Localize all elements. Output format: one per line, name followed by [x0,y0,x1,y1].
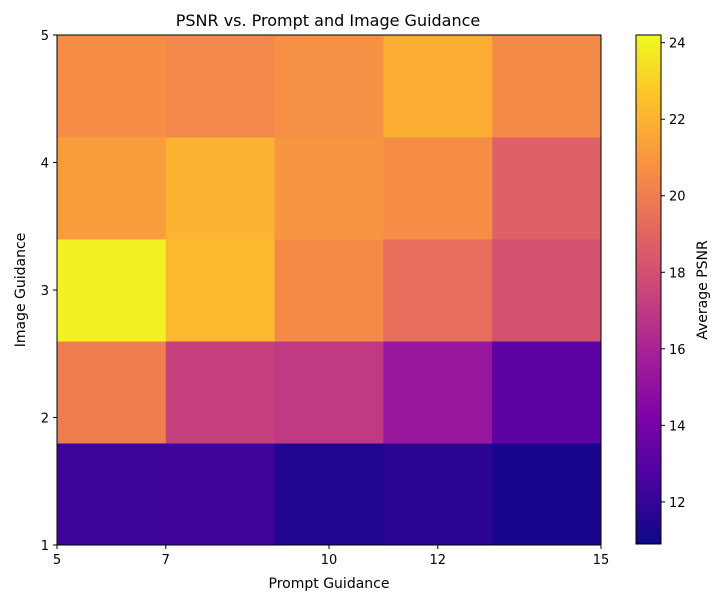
x-axis-label: Prompt Guidance [269,576,390,592]
x-tick-label: 5 [53,553,61,568]
x-tick-label: 10 [321,553,338,568]
heatmap-cell [383,341,493,444]
heatmap-cell [383,35,493,138]
heatmap-cells [57,35,602,546]
heatmap-cell [274,341,384,444]
heatmap-cell [274,35,384,138]
heatmap-cell [165,341,276,444]
x-tick-label: 12 [430,553,447,568]
chart-title: PSNR vs. Prompt and Image Guidance [176,11,481,30]
heatmap-cell [492,443,602,546]
x-tick-label: 15 [593,553,610,568]
colorbar-tick-label: 22 [669,113,686,128]
heatmap-cell [383,239,493,342]
heatmap-cell [165,443,276,546]
colorbar-tick-label: 16 [669,343,686,358]
colorbar-tick-label: 12 [669,496,686,511]
heatmap-cell [274,443,384,546]
heatmap-cell [383,137,493,240]
y-tick-label: 3 [41,284,49,299]
colorbar-ticks: 12 14 16 18 20 22 24 [661,37,686,511]
colorbar-tick-label: 18 [669,266,686,281]
heatmap-cell [57,443,167,546]
heatmap-cell [492,239,602,342]
y-axis-ticks: 1 2 3 4 5 [41,29,57,554]
colorbar-label: Average PSNR [695,240,711,340]
colorbar [635,34,662,545]
heatmap-cell [492,341,602,444]
y-tick-label: 1 [41,539,49,554]
y-tick-label: 5 [41,29,49,44]
y-tick-label: 4 [41,157,49,172]
y-tick-label: 2 [41,412,49,427]
heatmap-cell [492,137,602,240]
colorbar-tick-label: 20 [669,190,686,205]
heatmap-cell [165,35,276,138]
heatmap-cell [57,35,167,138]
x-tick-label: 7 [162,553,170,568]
x-axis-ticks: 5 7 10 12 15 [53,545,609,568]
heatmap-cell [383,443,493,546]
heatmap-cell [165,239,276,342]
heatmap-cell [57,137,167,240]
colorbar-tick-label: 24 [669,37,686,52]
heatmap-cell [165,137,276,240]
colorbar-tick-label: 14 [669,419,686,434]
heatmap-cell [274,137,384,240]
heatmap-cell [57,341,167,444]
heatmap-cell [492,35,602,138]
y-axis-label: Image Guidance [13,233,29,348]
heatmap-cell [57,239,167,342]
heatmap-cell [274,239,384,342]
